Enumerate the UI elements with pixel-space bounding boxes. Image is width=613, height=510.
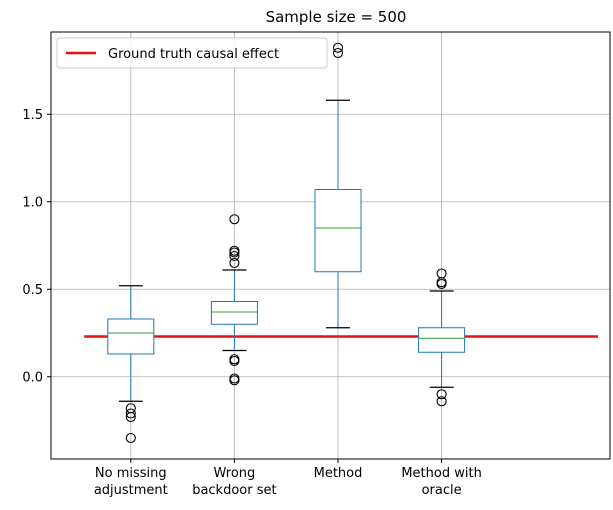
x-tick-label-line: Method	[314, 466, 363, 481]
box-iqr	[418, 327, 466, 353]
x-tick-label: No missing adjustment	[94, 466, 168, 498]
outlier-point	[332, 42, 344, 53]
outlier-point	[229, 214, 240, 225]
box-1	[107, 285, 155, 444]
y-tick-label: 0.5	[22, 283, 43, 298]
x-tick-label-line: adjustment	[94, 483, 168, 498]
box-iqr	[210, 301, 258, 325]
outlier-point	[436, 389, 447, 400]
y-tick-label: 1.0	[22, 195, 43, 210]
y-tick-label: 0.0	[22, 370, 43, 385]
outlier-point	[229, 245, 240, 256]
outlier-point	[229, 354, 240, 365]
x-tick-label-line: Wrong	[214, 466, 256, 481]
outlier-point	[125, 411, 136, 423]
box-iqr	[314, 189, 362, 273]
outlier-point	[229, 250, 240, 262]
legend-frame	[56, 37, 328, 69]
y-tick-label: 1.5	[22, 108, 43, 123]
axis-layer: 0.0 0.5 1.0 1.5 No missing adjustment Wrong bac…	[22, 108, 482, 498]
outlier-point	[125, 432, 136, 444]
outlier-point	[436, 268, 447, 279]
x-tick-label-line: Method with	[401, 466, 481, 481]
box-layer	[107, 42, 466, 444]
outlier-point	[436, 396, 447, 407]
legend: Ground truth causal effect	[56, 37, 328, 69]
box-iqr	[107, 318, 155, 355]
legend-label-ground-truth: Ground truth causal effect	[108, 47, 279, 62]
x-tick-label: Wrong backdoor set	[192, 466, 276, 498]
plot-area-frame	[50, 31, 611, 460]
outlier-point	[229, 375, 240, 386]
outlier-point	[332, 47, 344, 59]
x-tick-label: Method with oracle	[401, 466, 481, 498]
chart-title: Sample size = 500	[266, 8, 407, 26]
outlier-point	[229, 257, 240, 269]
box-2	[210, 214, 258, 386]
x-tick-label-line: backdoor set	[192, 483, 276, 498]
x-tick-label: Method	[314, 466, 363, 481]
x-tick-label-line: oracle	[422, 483, 462, 498]
x-tick-label-line: No missing	[95, 466, 167, 481]
box-4	[418, 268, 466, 407]
outlier-point	[125, 408, 136, 419]
box-3	[314, 42, 362, 329]
